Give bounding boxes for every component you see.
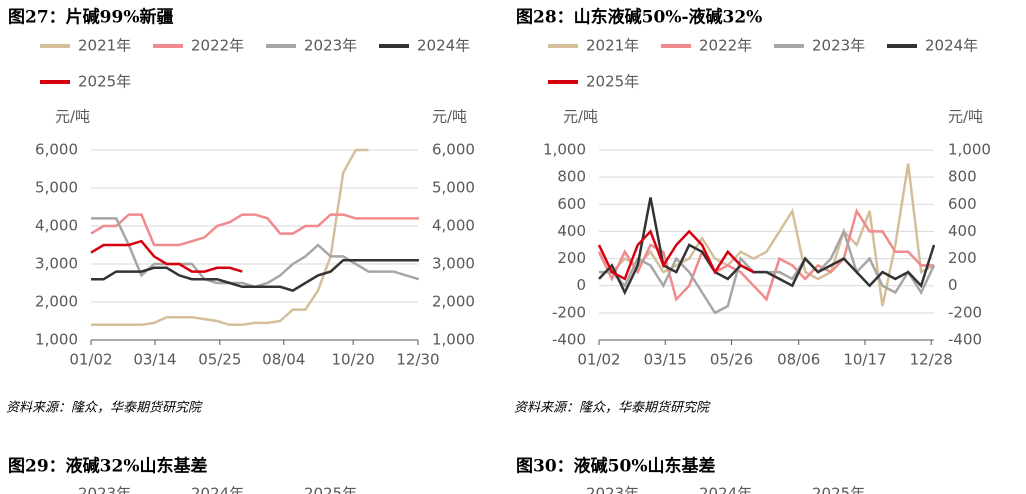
y-axis-label: 元/吨 [563,108,598,126]
y2-tick-label: 600 [948,195,977,213]
x-tick-label: 01/02 [577,351,620,369]
y2-tick-label: 1,000 [432,331,475,349]
source-note: 资料来源：隆众，华泰期货研究院 [6,400,203,416]
series-line [90,239,243,273]
section-title: 图30：液碱50%山东基差 [516,456,715,477]
y2-axis-label: 元/吨 [948,108,983,126]
series-line [597,229,755,281]
x-tick-label: 01/02 [69,351,112,369]
legend-label: 2023年 [304,37,357,55]
series-line [597,208,934,302]
y-tick-label: 2,000 [35,293,78,311]
legend-label: 2023年 [812,37,865,55]
x-tick-label: 12/28 [910,351,953,369]
x-tick-label: 10/20 [332,351,375,369]
y-tick-label: 0 [576,276,586,294]
series-line [91,148,369,327]
series-line [91,258,419,292]
x-tick-label: 03/15 [644,351,687,369]
y-tick-label: 6,000 [35,141,78,159]
source-note: 资料来源：隆众，华泰期货研究院 [514,400,711,416]
legend-label: 2025年 [812,485,865,494]
y2-tick-label: 2,000 [432,293,475,311]
y-tick-label: 600 [557,195,586,213]
legend-label: 2021年 [586,37,639,55]
legend-label: 2025年 [304,485,357,494]
legend-label: 2024年 [699,485,752,494]
y-tick-label: 3,000 [35,255,78,273]
legend-label: 2024年 [925,37,978,55]
y2-tick-label: 0 [948,276,958,294]
section-title: 图29：液碱32%山东基差 [8,456,207,477]
x-tick-label: 10/17 [843,351,886,369]
legend-label: 2023年 [586,485,639,494]
y2-tick-label: -400 [948,331,982,349]
y2-tick-label: 5,000 [432,179,475,197]
legend-label: 2025年 [586,73,639,91]
y2-tick-label: 6,000 [432,141,475,159]
y2-tick-label: 800 [948,168,977,186]
y2-tick-label: 4,000 [432,217,475,235]
y-tick-label: -200 [552,303,586,321]
x-tick-label: 03/14 [133,351,176,369]
series-line [90,213,419,247]
chart-title: 图27：片碱99%新疆 [8,7,173,28]
legend-label: 2023年 [78,485,131,494]
y2-tick-label: 400 [948,222,977,240]
chart-title: 图28：山东液碱50%-液碱32% [516,7,762,28]
y-tick-label: 1,000 [35,331,78,349]
legend-label: 2024年 [191,485,244,494]
y2-tick-label: 1,000 [948,141,991,159]
y-tick-label: 200 [557,249,586,267]
legend-label: 2025年 [78,73,131,91]
y-tick-label: 800 [557,168,586,186]
y2-tick-label: 3,000 [432,255,475,273]
x-tick-label: 08/06 [777,351,820,369]
y2-axis-label: 元/吨 [432,108,467,126]
legend-label: 2022年 [191,37,244,55]
y-tick-label: 1,000 [543,141,586,159]
x-tick-label: 12/30 [396,351,439,369]
y-tick-label: 400 [557,222,586,240]
legend-label: 2021年 [78,37,131,55]
x-tick-label: 08/04 [262,351,305,369]
y-axis-label: 元/吨 [55,108,90,126]
series-line [598,197,936,296]
y-tick-label: 5,000 [35,179,78,197]
y2-tick-label: -200 [948,303,982,321]
legend-label: 2022年 [699,37,752,55]
y-tick-label: 4,000 [35,217,78,235]
x-tick-label: 05/25 [198,351,241,369]
y-tick-label: -400 [552,331,586,349]
x-tick-label: 05/26 [710,351,753,369]
series-line [91,217,420,289]
legend-label: 2024年 [417,37,470,55]
y2-tick-label: 200 [948,249,977,267]
